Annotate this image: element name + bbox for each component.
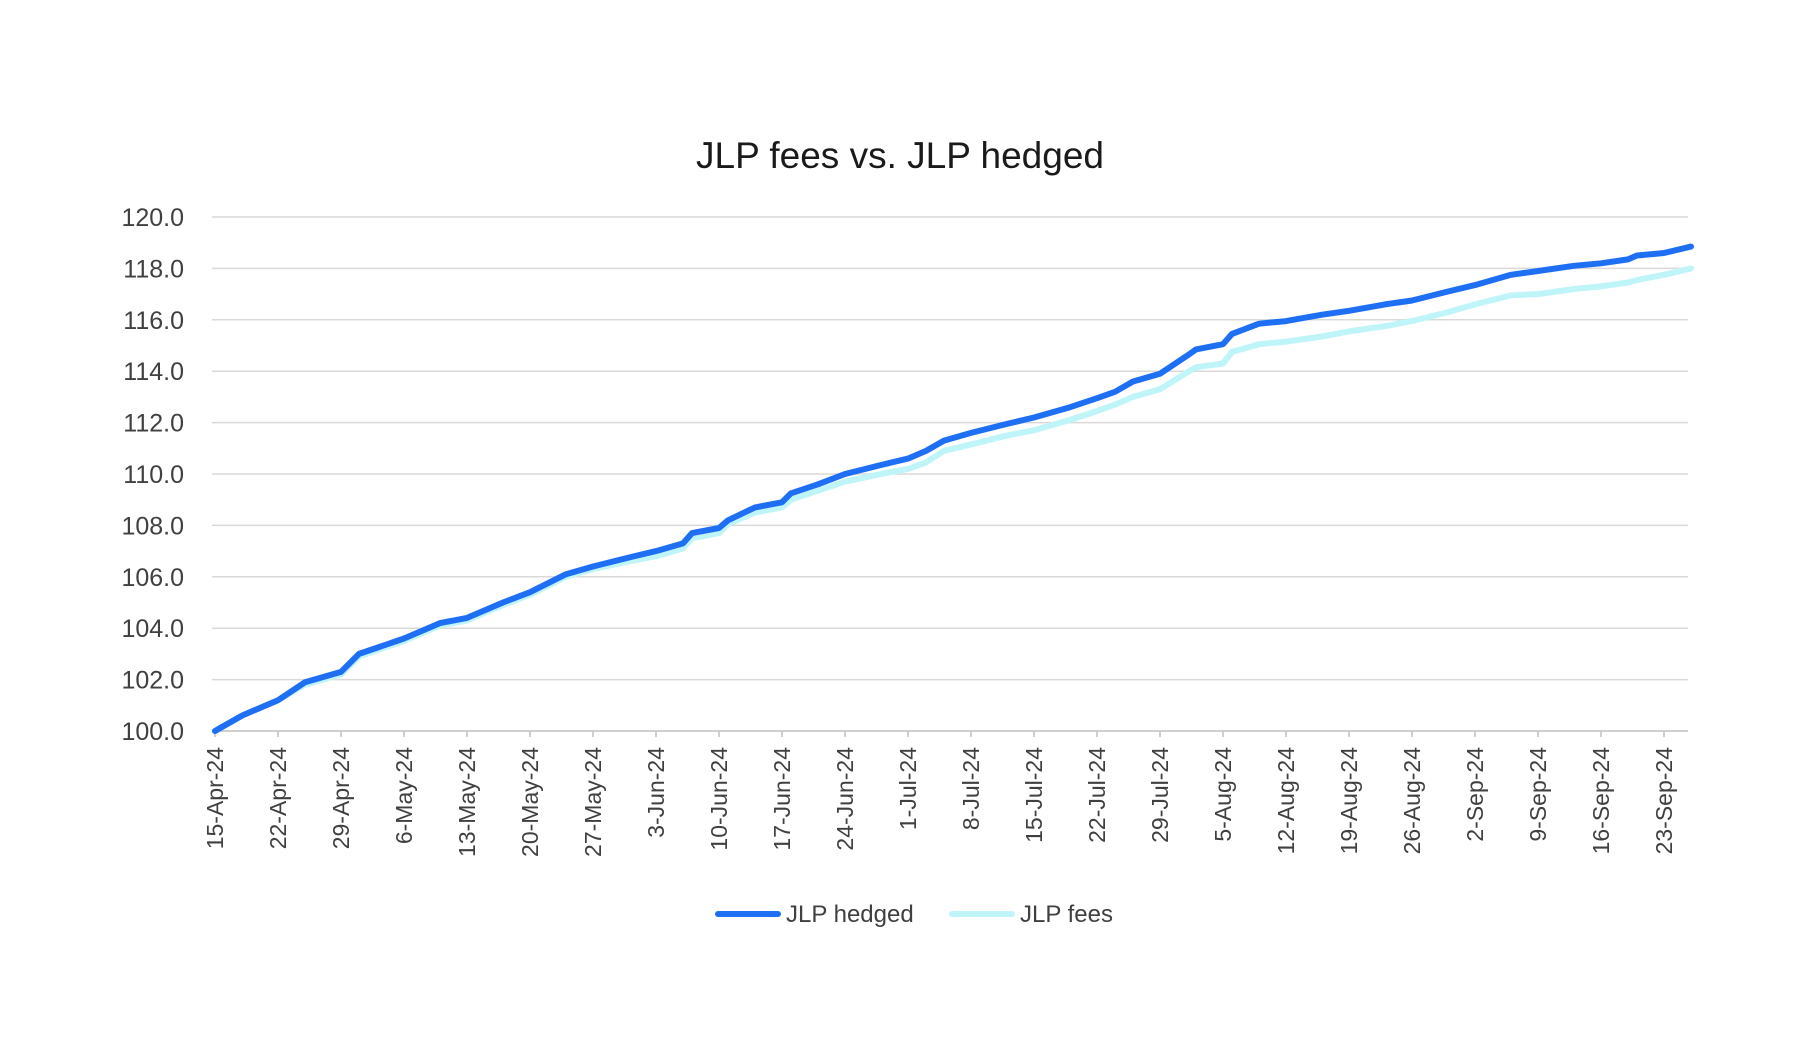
series-line-jlp-fees [212, 265, 1694, 734]
x-tick-label: 27-May-24 [580, 747, 606, 857]
y-tick-label: 108.0 [121, 512, 184, 540]
series-line-jlp-hedged [212, 243, 1694, 734]
gridlines [212, 216, 1688, 732]
x-tick-label: 2-Sep-24 [1462, 747, 1488, 842]
legend-label: JLP hedged [786, 901, 914, 928]
x-tick-label: 5-Aug-24 [1210, 747, 1236, 842]
x-tick-label: 6-May-24 [391, 747, 417, 844]
x-tick-label: 24-Jun-24 [832, 747, 858, 851]
x-tick-label: 29-Apr-24 [328, 747, 354, 849]
x-tick-label: 16-Sep-24 [1588, 747, 1614, 855]
y-tick-label: 102.0 [121, 667, 184, 695]
y-tick-label: 104.0 [121, 615, 184, 643]
y-tick-label: 120.0 [121, 204, 184, 232]
x-tick-label: 13-May-24 [454, 747, 480, 857]
legend-label: JLP fees [1020, 901, 1113, 928]
series-lines [212, 243, 1694, 734]
x-tick-label: 17-Jun-24 [769, 747, 795, 851]
x-tick-label: 20-May-24 [517, 747, 543, 857]
x-tick-label: 12-Aug-24 [1273, 747, 1299, 855]
x-tick-label: 22-Apr-24 [265, 747, 291, 849]
legend: JLP hedged JLP fees [715, 901, 1113, 928]
x-tick-label: 22-Jul-24 [1084, 747, 1110, 843]
y-tick-label: 114.0 [123, 358, 184, 386]
y-tick-label: 118.0 [123, 255, 184, 283]
x-tick-label: 3-Jun-24 [643, 747, 669, 838]
x-tick-label: 23-Sep-24 [1651, 747, 1677, 855]
x-tick-label: 29-Jul-24 [1147, 747, 1173, 843]
x-axis-ticks: 15-Apr-24 22-Apr-24 29-Apr-24 6-May-24 13-Ma… [202, 731, 1677, 857]
x-tick-label: 9-Sep-24 [1525, 747, 1551, 842]
x-tick-label: 15-Apr-24 [202, 747, 228, 849]
y-axis-ticks: 100.0 102.0 104.0 106.0 108.0 110.0 112.0 114.0… [121, 204, 184, 746]
x-tick-label: 26-Aug-24 [1399, 747, 1425, 855]
x-tick-label: 15-Jul-24 [1021, 747, 1047, 843]
x-tick-label: 8-Jul-24 [958, 747, 984, 830]
chart-title: JLP fees vs. JLP hedged [696, 135, 1104, 176]
y-tick-label: 106.0 [121, 564, 184, 592]
x-tick-label: 10-Jun-24 [706, 747, 732, 851]
y-tick-label: 100.0 [121, 718, 184, 746]
x-tick-label: 1-Jul-24 [895, 747, 921, 830]
y-tick-label: 112.0 [123, 410, 184, 438]
y-tick-label: 116.0 [123, 307, 184, 335]
y-tick-label: 110.0 [123, 461, 184, 489]
x-tick-label: 19-Aug-24 [1336, 747, 1362, 855]
